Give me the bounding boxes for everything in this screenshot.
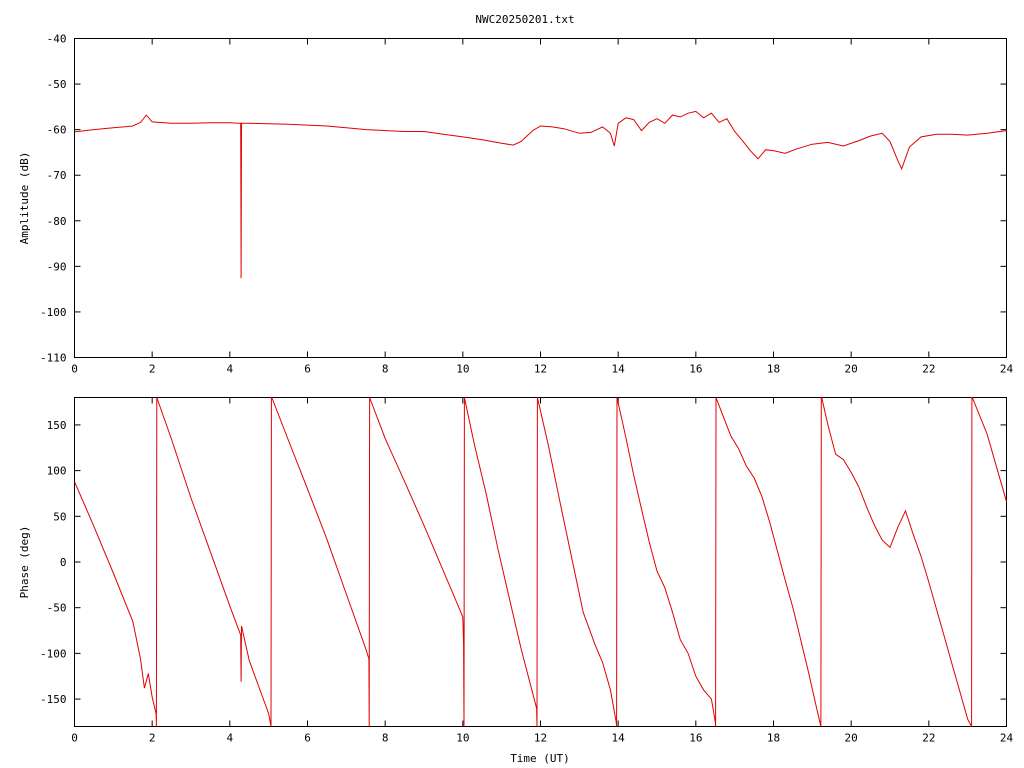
phase-x-tick-label: 2 — [149, 732, 156, 745]
amplitude-y-tick-label: -100 — [40, 306, 67, 319]
phase-y-tick-label: 50 — [53, 510, 66, 523]
amplitude-y-tick-label: -110 — [40, 352, 67, 365]
phase-y-tick-label: 100 — [47, 465, 67, 478]
phase-y-tick-label: -150 — [40, 693, 67, 706]
phase-x-tick-label: 12 — [534, 732, 547, 745]
amplitude-x-tick-label: 6 — [304, 363, 311, 376]
amplitude-y-axis-label: Amplitude (dB) — [18, 152, 31, 245]
amplitude-y-tick-label: -40 — [47, 33, 67, 46]
phase-x-tick-label: 22 — [922, 732, 935, 745]
amplitude-axis-ticks: 0 2 4 6 8 10 12 14 16 18 20 22 24-40-50-60-70-80-90-… — [40, 33, 1013, 376]
amplitude-x-tick-label: 22 — [922, 363, 935, 376]
amplitude-series-line — [74, 110, 1007, 279]
amplitude-x-tick-label: 12 — [534, 363, 547, 376]
time-x-axis-label: Time (UT) — [510, 752, 570, 765]
amplitude-x-tick-label: 8 — [382, 363, 389, 376]
phase-y-tick-label: -50 — [47, 602, 67, 615]
phase-x-tick-label: 8 — [382, 732, 389, 745]
phase-y-tick-label: 0 — [60, 556, 67, 569]
phase-y-tick-label: -100 — [40, 647, 67, 660]
chart-title: NWC20250201.txt — [475, 13, 574, 26]
phase-x-tick-label: 4 — [227, 732, 234, 745]
amplitude-x-tick-label: 24 — [1000, 363, 1014, 376]
amplitude-y-tick-label: -50 — [47, 78, 67, 91]
amplitude-x-tick-label: 18 — [767, 363, 780, 376]
phase-y-tick-label: 150 — [47, 419, 67, 432]
phase-x-tick-label: 6 — [304, 732, 311, 745]
amplitude-x-tick-label: 14 — [612, 363, 626, 376]
amplitude-x-tick-label: 20 — [845, 363, 858, 376]
amplitude-panel: 0 2 4 6 8 10 12 14 16 18 20 22 24-40-50-60-70-80-90-… — [18, 33, 1013, 376]
phase-x-tick-label: 20 — [845, 732, 858, 745]
phase-x-tick-label: 24 — [1000, 732, 1014, 745]
amplitude-y-tick-label: -80 — [47, 215, 67, 228]
phase-axis-ticks: 0 2 4 6 8 10 12 14 16 18 20 22 24150100500-50-100-15… — [40, 397, 1014, 745]
amplitude-x-tick-label: 4 — [227, 363, 234, 376]
amplitude-x-tick-label: 10 — [456, 363, 469, 376]
amplitude-y-tick-label: -70 — [47, 169, 67, 182]
phase-series-line — [74, 397, 1007, 727]
phase-x-tick-label: 10 — [456, 732, 469, 745]
amplitude-x-tick-label: 16 — [689, 363, 702, 376]
phase-x-tick-label: 14 — [612, 732, 626, 745]
phase-x-tick-label: 0 — [71, 732, 78, 745]
phase-panel: 0 2 4 6 8 10 12 14 16 18 20 22 24150100500-50-100-15… — [18, 397, 1014, 765]
amplitude-y-tick-label: -90 — [47, 260, 67, 273]
phase-x-tick-label: 16 — [689, 732, 702, 745]
amplitude-y-tick-label: -60 — [47, 124, 67, 137]
phase-x-tick-label: 18 — [767, 732, 780, 745]
amplitude-x-tick-label: 0 — [71, 363, 78, 376]
amplitude-plot-frame — [74, 38, 1007, 358]
amplitude-x-tick-label: 2 — [149, 363, 156, 376]
phase-y-axis-label: Phase (deg) — [18, 526, 31, 599]
